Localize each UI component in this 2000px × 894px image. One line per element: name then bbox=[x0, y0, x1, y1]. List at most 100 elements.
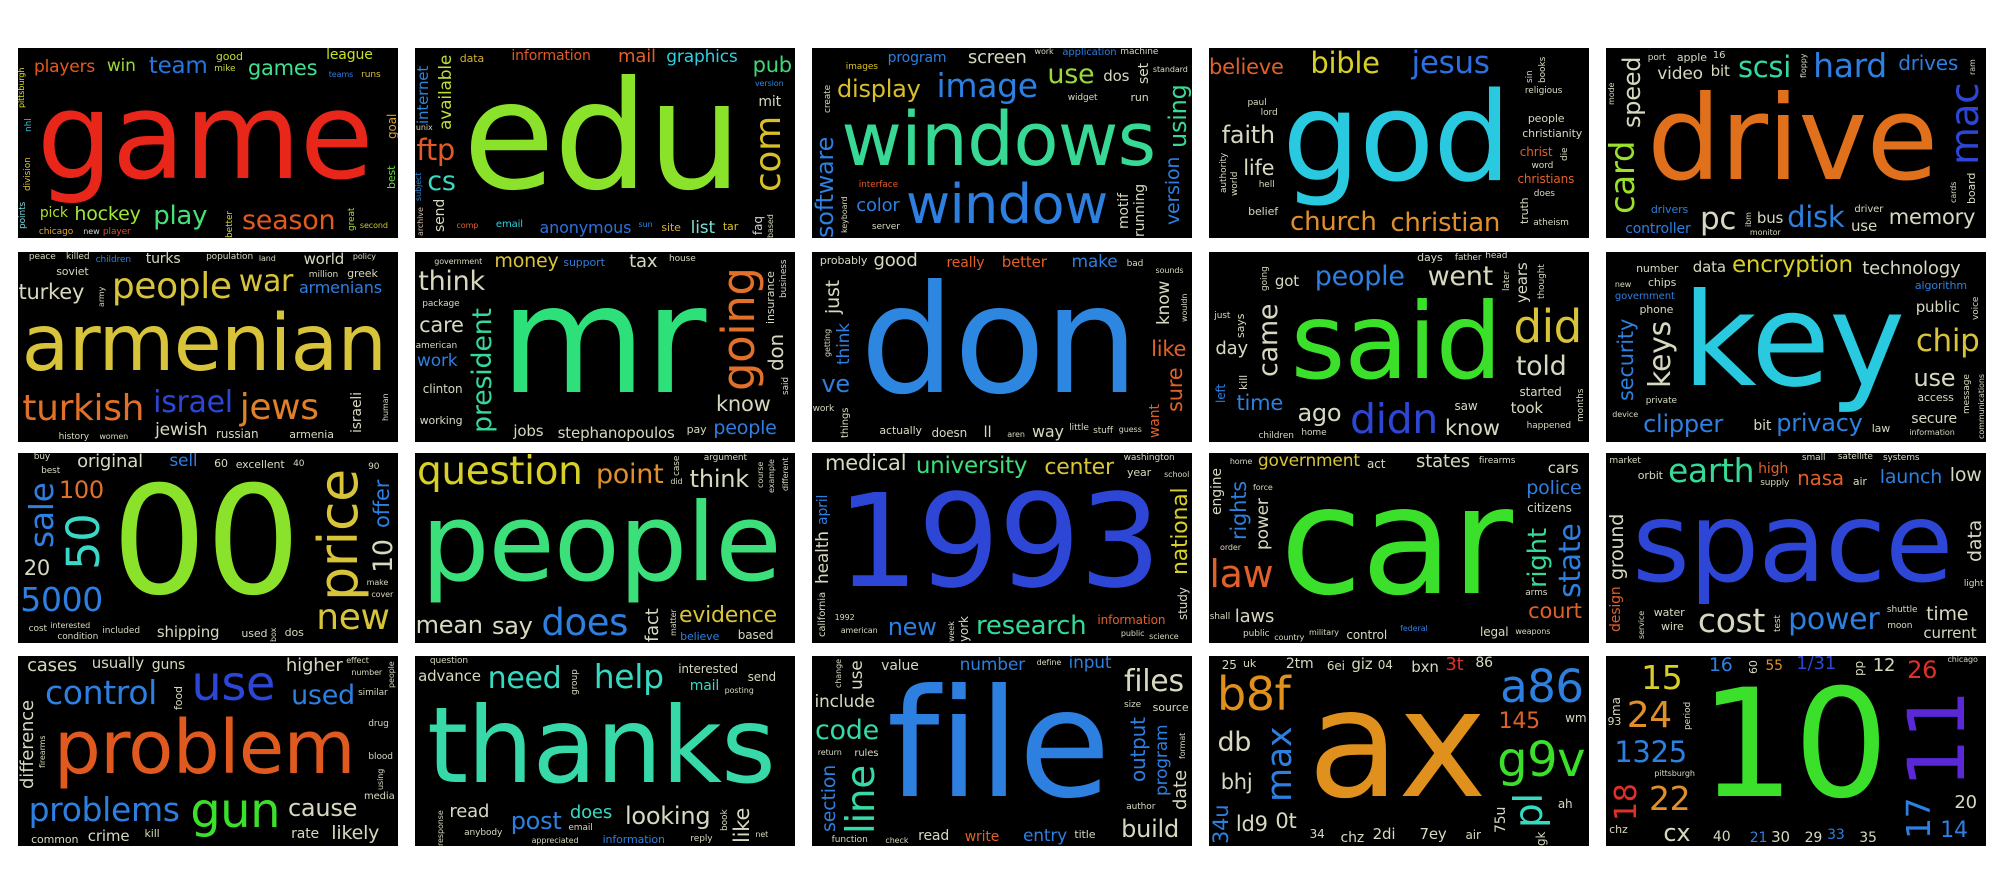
cloud-word: test bbox=[1772, 614, 1783, 632]
word-cloud-file: file code output line program files build secti… bbox=[812, 656, 1192, 846]
cloud-word: 5000 bbox=[20, 580, 103, 620]
cloud-word: disk bbox=[1787, 200, 1845, 235]
cloud-word: team bbox=[148, 53, 208, 80]
cloud-word: cs bbox=[427, 165, 456, 197]
cloud-word: controller bbox=[1625, 221, 1691, 237]
cloud-word: peace bbox=[28, 252, 56, 262]
cloud-word: 7ey bbox=[1419, 825, 1447, 844]
cloud-word: sure bbox=[1163, 367, 1188, 412]
cloud-word: player bbox=[102, 227, 131, 238]
cloud-word: files bbox=[1123, 663, 1184, 699]
cloud-word: a86 bbox=[1500, 659, 1584, 713]
cloud-word: pittsburgh bbox=[1654, 769, 1695, 779]
cloud-word: monitor bbox=[1749, 227, 1781, 237]
cloud-word: book bbox=[720, 809, 731, 831]
cloud-word: business bbox=[778, 259, 789, 298]
cloud-word: sell bbox=[169, 453, 198, 471]
cloud-word: appreciated bbox=[531, 835, 579, 845]
cloud-word: says bbox=[1233, 313, 1247, 338]
word-cloud-god: god bible jesus christian church faith believe… bbox=[1209, 48, 1589, 238]
cloud-word: value bbox=[881, 657, 919, 674]
cloud-word: 16 bbox=[1712, 50, 1726, 62]
cloud-word: write bbox=[964, 828, 1000, 845]
cloud-word: think bbox=[689, 464, 749, 493]
cloud-word: help bbox=[593, 656, 664, 696]
cloud-word: device bbox=[1612, 409, 1639, 419]
cloud-word: say bbox=[491, 611, 533, 640]
cloud-word: ve bbox=[821, 370, 850, 399]
cloud-word: 20 bbox=[1954, 792, 1977, 814]
cloud-word: 18 bbox=[1608, 783, 1644, 821]
cloud-word: books bbox=[1538, 56, 1549, 83]
word-cloud-00: 00 price 50 new 5000 sale 10 100 offer sell 20 orig… bbox=[18, 453, 398, 643]
cloud-word: 75u bbox=[1492, 807, 1509, 834]
cloud-word: 34 bbox=[1309, 826, 1325, 841]
cloud-word: standard bbox=[1152, 64, 1188, 74]
cloud-word: ax bbox=[1307, 658, 1487, 832]
cloud-word: 100 bbox=[58, 476, 104, 505]
cloud-word: 0t bbox=[1275, 809, 1297, 834]
cloud-word: gun bbox=[190, 782, 281, 839]
cloud-word: population bbox=[206, 252, 254, 262]
cloud-word: children bbox=[95, 255, 132, 266]
cloud-word: doesn bbox=[931, 425, 968, 440]
cloud-word: 2di bbox=[1372, 825, 1396, 844]
cloud-word: comp bbox=[456, 220, 479, 230]
cloud-word: condition bbox=[57, 632, 99, 643]
cloud-word: bit bbox=[1753, 417, 1772, 434]
cloud-word: posting bbox=[724, 685, 754, 695]
cloud-word: argument bbox=[703, 453, 747, 464]
cloud-word: email bbox=[495, 219, 523, 231]
cloud-word: chip bbox=[1915, 323, 1980, 360]
cloud-word: pc bbox=[1700, 200, 1737, 237]
cloud-word: later bbox=[1501, 270, 1512, 291]
cloud-word: available bbox=[435, 55, 456, 131]
cloud-word: know bbox=[1154, 280, 1175, 325]
cloud-word: 145 bbox=[1498, 709, 1541, 735]
cloud-word: runs bbox=[361, 69, 381, 80]
word-cloud-space: space power nasa earth cost launch ground time l… bbox=[1606, 453, 1986, 643]
cloud-word: widget bbox=[1067, 92, 1098, 103]
word-cloud-car: car law right power state police rights court en… bbox=[1209, 453, 1589, 643]
cloud-word: government bbox=[434, 257, 483, 267]
cloud-word: satellite bbox=[1837, 453, 1873, 462]
cloud-word: build bbox=[1121, 815, 1179, 844]
cloud-word: small bbox=[1801, 453, 1826, 464]
cloud-word: probably bbox=[819, 254, 868, 268]
cloud-word: people bbox=[1527, 111, 1565, 125]
cloud-word: took bbox=[1510, 398, 1543, 417]
cloud-word: 2tm bbox=[1285, 656, 1314, 672]
cloud-word: home bbox=[1229, 456, 1253, 466]
cloud-word: pittsburgh bbox=[18, 67, 27, 108]
cloud-word: common bbox=[31, 833, 79, 846]
cloud-word: original bbox=[77, 453, 143, 473]
cloud-word: best bbox=[41, 466, 61, 477]
cloud-word: head bbox=[1485, 252, 1508, 261]
cloud-word: output bbox=[1125, 716, 1150, 782]
cloud-word: kill bbox=[1236, 375, 1250, 391]
cloud-word: 14 bbox=[1940, 818, 1968, 844]
cloud-word: good bbox=[215, 50, 243, 64]
word-cloud-windows: windows window image software using version us… bbox=[812, 48, 1192, 238]
cloud-word: months bbox=[1576, 388, 1587, 422]
cloud-word: privacy bbox=[1776, 409, 1863, 438]
cloud-word: response bbox=[436, 810, 446, 846]
cloud-word: information bbox=[1909, 428, 1955, 438]
cloud-word: actually bbox=[879, 424, 922, 438]
cloud-word: graphics bbox=[666, 48, 738, 68]
cloud-word: version bbox=[754, 78, 784, 88]
cloud-word: cost bbox=[1697, 600, 1766, 640]
cloud-word: need bbox=[487, 660, 562, 696]
cloud-word: orbit bbox=[1637, 468, 1663, 482]
cloud-word: started bbox=[1519, 384, 1562, 399]
cloud-word: code bbox=[814, 714, 879, 746]
cloud-word: board bbox=[1964, 172, 1978, 204]
cloud-word: 60 bbox=[214, 457, 228, 471]
cloud-word: medical bbox=[825, 453, 907, 475]
cloud-word: server bbox=[871, 221, 900, 232]
cloud-word: guess bbox=[1118, 425, 1142, 435]
cloud-word: bit bbox=[1710, 62, 1730, 81]
cloud-word: send bbox=[747, 669, 777, 684]
cloud-word: air bbox=[1852, 475, 1867, 489]
cloud-word: like bbox=[1151, 336, 1187, 361]
